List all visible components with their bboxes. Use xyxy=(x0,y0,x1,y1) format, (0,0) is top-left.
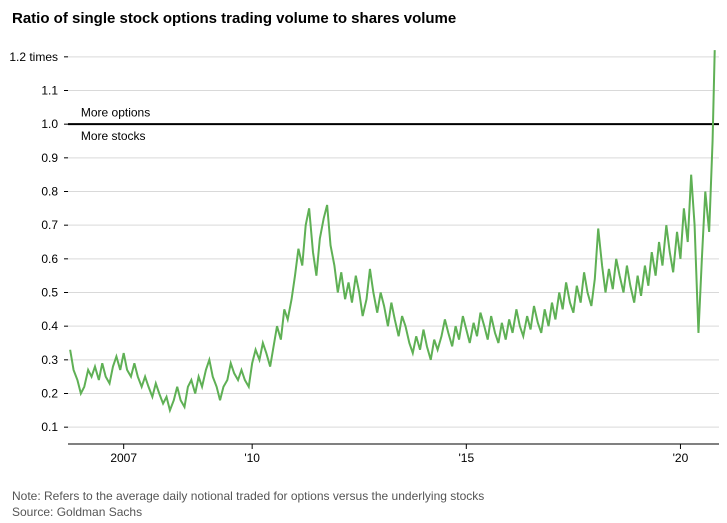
y-tick-label: 0.6 xyxy=(41,252,58,266)
y-tick-label: 1.0 xyxy=(41,117,58,131)
y-tick-label: 0.4 xyxy=(41,319,58,333)
annotation-label: More options xyxy=(81,105,150,119)
annotation-label: More stocks xyxy=(81,129,146,143)
x-tick-label: 2007 xyxy=(110,451,137,465)
chart-footnote: Note: Refers to the average daily notion… xyxy=(12,489,484,503)
x-tick-label: '20 xyxy=(673,451,689,465)
y-tick-label: 0.8 xyxy=(41,185,58,199)
chart-source: Source: Goldman Sachs xyxy=(12,505,142,519)
y-tick-label: 0.9 xyxy=(41,151,58,165)
data-series-line xyxy=(70,50,715,410)
y-tick-label: 0.5 xyxy=(41,286,58,300)
x-tick-label: '15 xyxy=(458,451,474,465)
chart-area: 0.1 0.2 0.3 0.4 0.5 0.6 0.7 0.8 0.9 1.0 1.1 1.2 tim… xyxy=(0,34,727,474)
y-tick-label: 0.2 xyxy=(41,387,58,401)
chart-title: Ratio of single stock options trading vo… xyxy=(0,0,727,33)
y-tick-label: 0.3 xyxy=(41,353,58,367)
y-tick-label: 0.7 xyxy=(41,218,58,232)
chart-svg: 0.1 0.2 0.3 0.4 0.5 0.6 0.7 0.8 0.9 1.0 1.1 1.2 tim… xyxy=(0,34,727,474)
y-tick-label: 1.1 xyxy=(41,84,58,98)
y-tick-label: 1.2 times xyxy=(9,50,58,64)
y-tick-label: 0.1 xyxy=(41,420,58,434)
x-tick-label: '10 xyxy=(244,451,260,465)
